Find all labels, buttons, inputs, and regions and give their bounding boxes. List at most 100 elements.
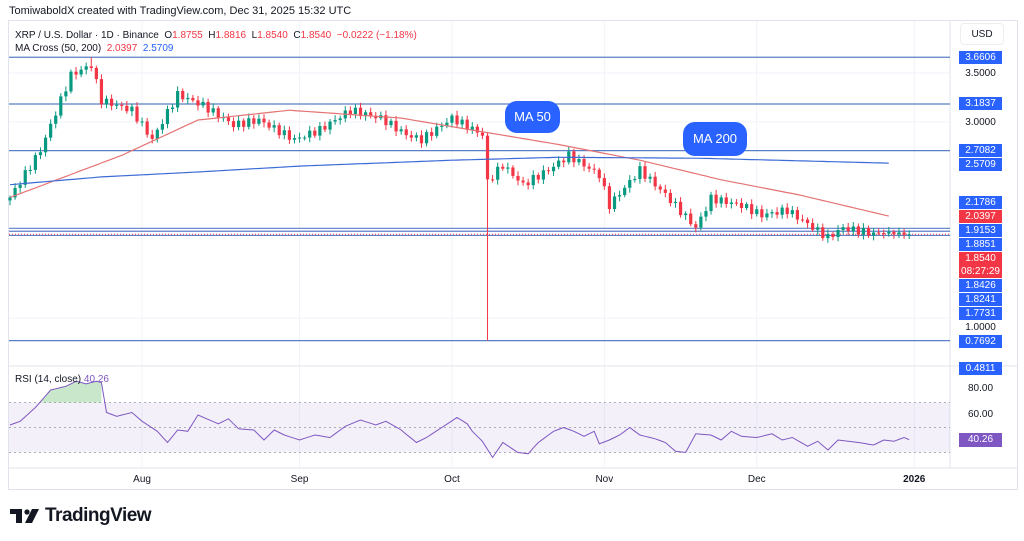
candle-down	[653, 176, 657, 187]
candle-down	[267, 122, 271, 128]
candle-down	[455, 115, 459, 125]
rsi-overbought-fill	[40, 381, 102, 403]
candle-up	[8, 197, 12, 201]
candle-up	[460, 119, 464, 125]
candle-up	[628, 180, 632, 188]
candle-down	[694, 224, 698, 228]
candle-down	[800, 219, 805, 221]
candle-down	[74, 71, 78, 75]
candle-down	[348, 110, 352, 115]
ma200-line	[9, 156, 889, 186]
price-label: 2.0397	[959, 209, 1002, 223]
candle-up	[826, 234, 830, 239]
candle-up	[648, 176, 652, 179]
price-label-text: 3.6606	[965, 51, 996, 63]
rsi-name[interactable]: RSI (14, close)	[15, 374, 82, 385]
candle-down	[785, 207, 789, 215]
tradingview-logo[interactable]: TradingView	[10, 505, 152, 527]
candle-down	[430, 132, 434, 136]
candle-down	[99, 79, 104, 105]
candle-up	[18, 184, 22, 188]
rsi-line	[9, 380, 910, 459]
price-label: 3.1837	[959, 97, 1002, 111]
candle-up	[328, 121, 332, 130]
candle-down	[409, 135, 413, 138]
candle-down	[313, 130, 317, 136]
candle-down	[485, 135, 490, 180]
candle-up	[872, 232, 876, 236]
price-label: 1.0000	[959, 321, 1002, 334]
candle-up	[638, 166, 642, 179]
candle-down	[663, 189, 667, 193]
rsi-tick-60: 60.00	[967, 409, 994, 420]
candles	[8, 57, 911, 341]
candle-up	[755, 209, 759, 215]
candle-down	[419, 135, 424, 144]
candle-down	[216, 108, 220, 118]
candle-up	[541, 170, 545, 180]
candle-up	[308, 130, 312, 138]
candle-down	[592, 168, 596, 170]
price-label-text: 2.0397	[965, 210, 996, 222]
ma50-line	[9, 109, 889, 217]
candle-up	[104, 98, 109, 105]
candle-up	[282, 130, 286, 136]
candle-down	[135, 106, 139, 122]
candle-up	[765, 213, 769, 218]
candle-down	[491, 179, 495, 181]
candle-up	[861, 228, 866, 235]
price-label: 3.5000	[959, 67, 1002, 80]
rsi-pane	[9, 380, 950, 459]
candle-down	[125, 105, 129, 112]
low-label: L	[251, 30, 258, 41]
candle-down	[206, 101, 210, 113]
candle-down	[226, 117, 231, 122]
candle-down	[475, 126, 479, 133]
candle-up	[13, 187, 17, 198]
rsi-current-badge: 40.26	[959, 433, 1002, 447]
candle-down	[689, 213, 693, 225]
ma-indicator-name[interactable]: MA Cross (50, 200)	[15, 43, 102, 54]
price-label: 0.7692	[959, 334, 1002, 348]
candle-down	[521, 180, 525, 183]
rsi-legend: RSI (14, close) 40.26	[15, 374, 109, 385]
candle-down	[678, 201, 683, 216]
candle-up	[33, 155, 37, 170]
price-label-text: 1.7731	[965, 307, 996, 319]
candle-down	[892, 231, 896, 235]
candle-up	[770, 212, 774, 214]
candle-down	[358, 107, 363, 117]
rsi-tick-80: 80.00	[967, 383, 994, 394]
candle-down	[394, 120, 398, 132]
candle-up	[745, 204, 749, 208]
candle-up	[623, 187, 627, 196]
currency-button[interactable]: USD	[960, 23, 1004, 45]
price-label: 1.8851	[959, 237, 1002, 251]
price-label-text: 2.1786	[965, 196, 996, 208]
candle-up	[43, 137, 48, 153]
candle-up	[201, 101, 205, 106]
candle-down	[750, 204, 754, 215]
candle-up	[257, 118, 261, 124]
candle-up	[59, 96, 63, 116]
moving-averages	[9, 109, 889, 217]
price-label: 3.0000	[959, 116, 1002, 129]
symbol-title[interactable]: XRP / U.S. Dollar · 1D · Binance	[15, 30, 159, 41]
candle-up	[470, 126, 474, 130]
candle-up	[673, 201, 678, 204]
candle-up	[445, 122, 449, 126]
time-tick-label: Nov	[595, 474, 614, 485]
candle-up	[49, 123, 53, 138]
price-label-text: 1.8241	[965, 293, 996, 305]
candle-up	[247, 118, 251, 127]
candle-down	[597, 169, 601, 179]
candle-down	[805, 219, 810, 224]
candle-up	[841, 227, 845, 231]
ma50-annotation: MA 50	[505, 101, 560, 133]
candle-down	[374, 115, 378, 119]
candle-up	[333, 120, 337, 122]
candle-up	[729, 202, 733, 204]
candle-countdown: 08:27:29	[961, 265, 1000, 277]
candle-up	[84, 66, 88, 70]
